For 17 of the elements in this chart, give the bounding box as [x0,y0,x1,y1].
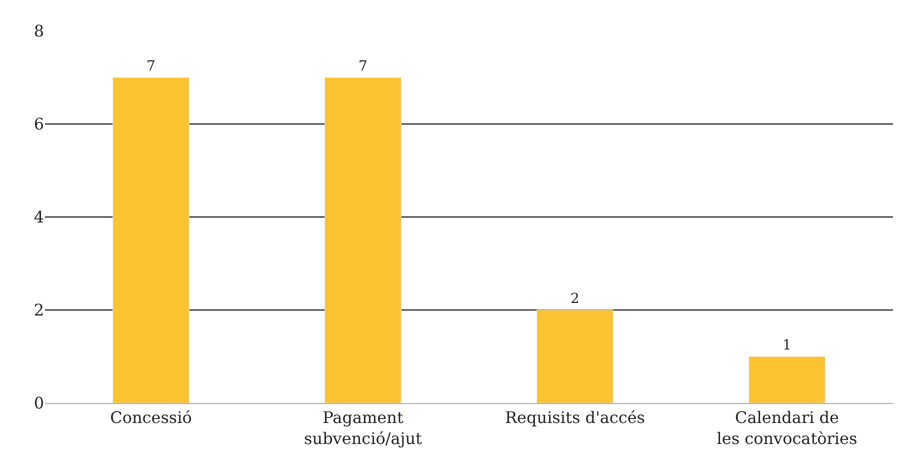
x-tick-label: Requisits d'accés [504,408,646,428]
y-tick-label: 8 [34,22,44,41]
data-label: 7 [358,58,368,74]
y-tick-label: 2 [34,300,44,320]
x-tick-label: Concessió [110,408,192,428]
data-label: 7 [146,58,156,74]
bar [112,77,190,403]
y-tick-label: 4 [34,208,44,227]
bar [324,77,402,403]
bar [748,356,826,403]
x-tick-label: Pagament subvenció/ajut [304,408,423,448]
y-tick-label: 0 [34,394,44,413]
data-label: 2 [570,291,580,307]
x-tick-label: Calendari de les convocatòries [716,408,858,448]
data-label: 1 [782,338,792,354]
bar [536,310,614,403]
y-tick-label: 6 [34,114,44,134]
